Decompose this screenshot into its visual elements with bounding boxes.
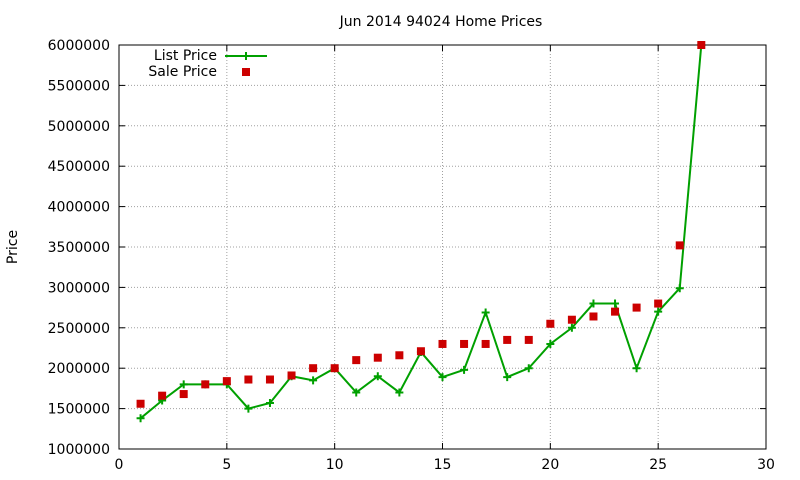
sale-price-point xyxy=(201,380,210,389)
x-tick-label: 10 xyxy=(326,457,344,473)
list-price-point xyxy=(589,299,598,308)
sale-price-point xyxy=(309,364,318,373)
legend: List Price Sale Price xyxy=(148,48,267,80)
sale-price-point xyxy=(675,241,684,250)
y-tick-label: 3000000 xyxy=(48,280,110,296)
sale-price-point xyxy=(697,41,706,49)
sale-price-point xyxy=(503,335,512,344)
list-price-point xyxy=(438,373,447,382)
legend-label-list-price: List Price xyxy=(154,48,217,64)
y-tick-label: 2000000 xyxy=(48,361,110,377)
list-price-point xyxy=(395,388,404,397)
sale-price-point xyxy=(222,377,231,386)
y-tick-label: 4000000 xyxy=(48,200,110,216)
sale-price-point xyxy=(330,364,339,373)
sale-price-point xyxy=(287,371,296,380)
list-price-line xyxy=(139,44,703,420)
list-price-point xyxy=(632,364,641,373)
list-price-point xyxy=(136,414,145,423)
y-tick-label: 5500000 xyxy=(48,78,110,94)
chart-title: Jun 2014 94024 Home Prices xyxy=(339,14,543,30)
y-tick-label: 1000000 xyxy=(48,442,110,458)
sale-price-point xyxy=(136,399,145,408)
legend-list-price-marker xyxy=(242,52,250,60)
sale-price-point xyxy=(373,353,382,362)
y-tick-label: 4500000 xyxy=(48,159,110,175)
sale-price-point xyxy=(481,339,490,348)
sale-price-point xyxy=(611,307,620,316)
list-price-point xyxy=(503,373,512,382)
legend-label-sale-price: Sale Price xyxy=(148,64,217,80)
list-price-point xyxy=(675,284,684,293)
sale-price-point xyxy=(654,299,663,308)
list-price-point xyxy=(352,388,361,397)
list-price-point xyxy=(309,376,318,385)
sale-price-point xyxy=(589,312,598,321)
list-price-point xyxy=(546,339,555,348)
list-price-point xyxy=(654,307,663,316)
sale-price-point xyxy=(352,356,361,365)
sale-price-point xyxy=(567,315,576,324)
y-tick-label: 2500000 xyxy=(48,321,110,337)
list-price-point xyxy=(179,380,188,389)
sale-price-point xyxy=(244,375,253,384)
x-tick-label: 0 xyxy=(115,457,124,473)
y-tick-label: 5000000 xyxy=(48,119,110,135)
sale-price-point xyxy=(524,335,533,344)
sale-price-point xyxy=(158,391,167,400)
x-tick-label: 20 xyxy=(541,457,559,473)
x-tick-label: 15 xyxy=(434,457,452,473)
sale-price-point xyxy=(179,390,188,399)
list-price-point xyxy=(244,404,253,413)
sale-price-point xyxy=(265,375,274,384)
x-tick-label: 30 xyxy=(757,457,775,473)
list-price-point xyxy=(481,308,490,317)
sale-price-point xyxy=(416,347,425,356)
sale-price-point xyxy=(546,319,555,328)
sale-price-point xyxy=(438,339,447,348)
x-tick-label: 5 xyxy=(222,457,231,473)
y-tick-label: 1500000 xyxy=(48,402,110,418)
plot-border xyxy=(118,44,767,450)
legend-sale-price-marker xyxy=(242,68,250,76)
list-price-point xyxy=(373,372,382,381)
list-price-point xyxy=(460,365,469,374)
y-axis-label: Price xyxy=(5,230,21,264)
sale-price-point xyxy=(395,351,404,360)
x-tick-label: 25 xyxy=(649,457,667,473)
sale-price-point xyxy=(632,303,641,312)
axis-ticks: 0 5 10 15 20 25 30 1000000 1500000 2000000 2500000… xyxy=(48,38,775,473)
y-tick-label: 3500000 xyxy=(48,240,110,256)
list-price-point xyxy=(524,364,533,373)
grid xyxy=(119,45,766,449)
sale-price-point xyxy=(460,339,469,348)
list-price-point xyxy=(567,323,576,332)
y-tick-label: 6000000 xyxy=(48,38,110,54)
list-price-point xyxy=(265,398,274,407)
list-price-point xyxy=(611,299,620,308)
series-layer xyxy=(136,41,706,423)
